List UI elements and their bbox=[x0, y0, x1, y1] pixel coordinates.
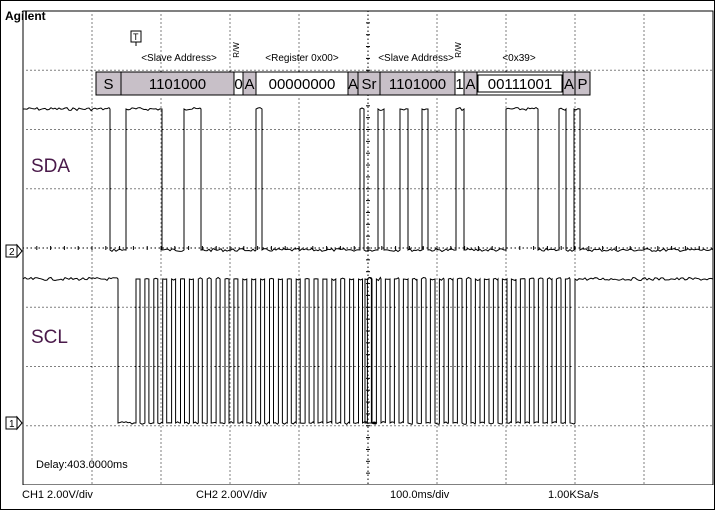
scl-waveform bbox=[22, 276, 714, 426]
decode-cell-text: A bbox=[348, 76, 358, 93]
decode-cell-text: 0 bbox=[234, 76, 242, 93]
sda-waveform bbox=[23, 106, 714, 253]
channel-1-marker-label: 1 bbox=[9, 419, 15, 430]
scl-channel-label: SCL bbox=[31, 327, 68, 348]
channel-2-marker-label: 2 bbox=[9, 247, 15, 258]
decode-header: <Slave Address> bbox=[141, 53, 217, 64]
decode-cell-text: 00000000 bbox=[269, 76, 336, 93]
waveform-display: T21S11010000A00000000ASr11010001A0011100… bbox=[5, 10, 714, 485]
decode-cell-text: 1 bbox=[455, 76, 463, 93]
ch1-scale-readout[interactable]: CH1 2.00V/div bbox=[22, 489, 93, 501]
decode-cell-text: A bbox=[564, 76, 574, 93]
decode-header: <Register 0x00> bbox=[265, 53, 339, 64]
decode-cell-text: A bbox=[465, 76, 475, 93]
decode-header-rw: R/W bbox=[232, 42, 241, 58]
timebase-readout[interactable]: 100.0ms/div bbox=[390, 489, 450, 501]
brand-label: Agilent bbox=[5, 9, 46, 23]
channel-2-marker-arrow bbox=[16, 243, 23, 259]
sample-rate-readout[interactable]: 1.00KSa/s bbox=[548, 489, 599, 501]
decode-data-highlight bbox=[477, 74, 563, 93]
channel-1-marker-arrow bbox=[16, 415, 23, 431]
sda-channel-label: SDA bbox=[31, 156, 71, 177]
decode-data-highlight-text: 00111001 bbox=[488, 76, 553, 93]
decode-header: <0x39> bbox=[502, 53, 536, 64]
decode-cell-text: Sr bbox=[362, 76, 377, 93]
decode-cell-text: A bbox=[244, 76, 254, 93]
ch2-scale-readout[interactable]: CH2 2.00V/div bbox=[196, 489, 267, 501]
trigger-marker-label: T bbox=[133, 32, 139, 42]
delay-readout: Delay:403.0000ms bbox=[36, 459, 128, 471]
decode-cell-text: P bbox=[577, 76, 587, 93]
decode-cell-text: 1101000 bbox=[389, 76, 446, 93]
decode-header: <Slave Address> bbox=[378, 53, 454, 64]
decode-cell-text: 1101000 bbox=[149, 76, 206, 93]
decode-cell-text: S bbox=[103, 76, 113, 93]
decode-header-rw: R/W bbox=[454, 42, 463, 58]
decode-cell bbox=[574, 71, 591, 96]
